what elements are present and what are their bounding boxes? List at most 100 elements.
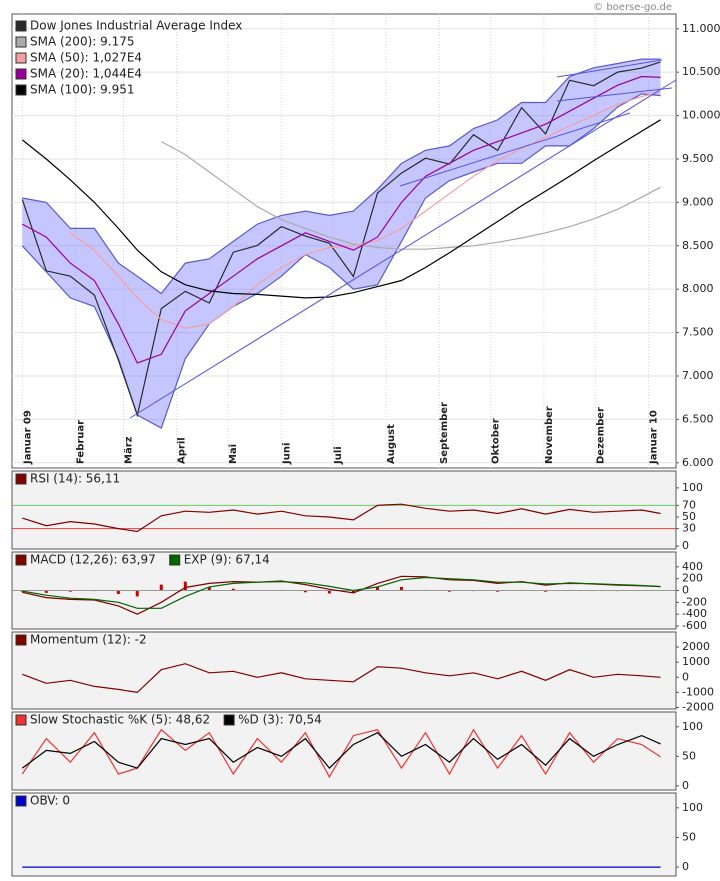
legend-swatch xyxy=(15,634,27,646)
series-line xyxy=(22,576,661,609)
y-tick-label: 100 xyxy=(682,720,703,733)
legend-swatch xyxy=(15,795,27,807)
y-tick-label: 10.000 xyxy=(682,109,720,122)
legend-swatch xyxy=(15,473,27,485)
y-tick-label: 50 xyxy=(682,749,696,762)
y-tick-label: 10.500 xyxy=(682,65,720,78)
x-tick-label: Januar 10 xyxy=(649,410,660,465)
y-tick-label: -400 xyxy=(682,607,707,620)
series-line xyxy=(21,731,661,769)
trend-lines xyxy=(129,59,677,419)
y-tick-label: 70 xyxy=(682,498,696,511)
histogram-bar xyxy=(44,590,48,593)
y-tick-label: 0 xyxy=(682,670,689,683)
legend-swatch xyxy=(169,554,181,566)
histogram-bar xyxy=(183,581,187,591)
histogram-bar xyxy=(399,586,403,591)
legend-label: Dow Jones Industrial Average Index xyxy=(30,19,242,33)
y-tick-label: 9.500 xyxy=(682,152,714,165)
histogram-bar xyxy=(496,590,500,592)
series-line xyxy=(22,75,661,364)
histogram-bar xyxy=(68,590,72,592)
y-tick-label: -200 xyxy=(682,595,707,608)
y-tick-label: 7.500 xyxy=(682,326,714,339)
histogram-bar xyxy=(327,590,331,594)
legend-swatch xyxy=(15,68,27,80)
y-tick-label: 6.000 xyxy=(682,456,714,469)
series-line xyxy=(22,503,661,533)
legend-label: SMA (20): 1,044E4 xyxy=(30,67,142,81)
y-tick-label: 2000 xyxy=(682,640,710,653)
y-tick-label: 400 xyxy=(682,560,703,573)
panel xyxy=(11,631,677,710)
y-tick-label: 50 xyxy=(682,510,696,523)
x-tick-label: Oktober xyxy=(491,418,502,464)
y-tick-label: 8.000 xyxy=(682,282,714,295)
y-tick-label: 7.000 xyxy=(682,369,714,382)
y-tick-label: 100 xyxy=(682,481,703,494)
y-tick-label: 0 xyxy=(682,584,689,597)
legend-label: SMA (100): 9.951 xyxy=(30,83,134,97)
x-tick-label: April xyxy=(177,437,188,464)
x-tick-label: Januar 09 xyxy=(22,410,33,465)
band-fill xyxy=(22,59,661,429)
trend-line xyxy=(129,79,677,419)
legend-swatch xyxy=(15,714,27,726)
trend-line xyxy=(556,59,663,78)
y-tick-label: 9.000 xyxy=(682,195,714,208)
y-tick-label: 50 xyxy=(682,830,696,843)
x-tick-label: November xyxy=(544,406,555,464)
histogram-bar xyxy=(231,588,235,591)
series-line xyxy=(21,61,661,418)
legend-swatch xyxy=(223,714,235,726)
legend-label: SMA (50): 1,027E4 xyxy=(30,51,142,65)
histogram-bar xyxy=(375,586,379,591)
legend-swatch xyxy=(15,20,27,32)
x-tick-label: Juli xyxy=(333,446,344,465)
series-line xyxy=(161,141,661,250)
y-tick-label: 0 xyxy=(682,860,689,873)
legend-swatch xyxy=(15,554,27,566)
y-tick-label: 6.500 xyxy=(682,412,714,425)
x-tick-label: Februar xyxy=(75,420,86,464)
legend-swatch xyxy=(15,52,27,64)
legend-swatch xyxy=(15,84,27,96)
legend-label: Momentum (12): -2 xyxy=(30,633,147,647)
histogram-bar xyxy=(116,590,120,595)
histogram-bar xyxy=(159,584,163,591)
histogram-bar xyxy=(20,590,24,592)
y-tick-label: 0 xyxy=(682,779,689,792)
series-line xyxy=(21,119,661,299)
band-upper xyxy=(22,58,661,295)
histogram-bar xyxy=(135,590,139,597)
y-tick-label: 8.500 xyxy=(682,239,714,252)
x-tick-label: September xyxy=(439,402,450,464)
x-tick-label: März xyxy=(124,436,135,464)
legend-swatch xyxy=(15,36,27,48)
histogram-bar xyxy=(207,586,211,591)
histogram-bar xyxy=(303,590,307,593)
panel xyxy=(11,792,677,877)
x-tick-label: August xyxy=(386,424,397,464)
trend-line xyxy=(399,112,631,187)
histogram-bar xyxy=(448,590,452,592)
y-tick-label: 100 xyxy=(682,801,703,814)
legend-label: EXP (9): 67,14 xyxy=(184,553,270,567)
trend-line xyxy=(556,87,673,102)
legend-label: RSI (14): 56,11 xyxy=(30,472,120,486)
y-tick-label: 200 xyxy=(682,572,703,585)
histogram-bar xyxy=(544,590,548,592)
legend-label: Slow Stochastic %K (5): 48,62 xyxy=(30,713,210,727)
y-tick-label: -600 xyxy=(682,619,707,632)
y-tick-label: 0 xyxy=(682,539,689,552)
x-tick-label: Dezember xyxy=(595,407,606,464)
legend-label: SMA (200): 9.175 xyxy=(30,35,134,49)
legend-label: %D (3): 70,54 xyxy=(238,713,322,727)
x-tick-label: Juni xyxy=(281,443,292,465)
source: © boerse-go.de xyxy=(593,2,672,13)
y-tick-label: -1000 xyxy=(682,685,714,698)
histogram-bar xyxy=(351,590,355,593)
series-line xyxy=(22,663,661,694)
